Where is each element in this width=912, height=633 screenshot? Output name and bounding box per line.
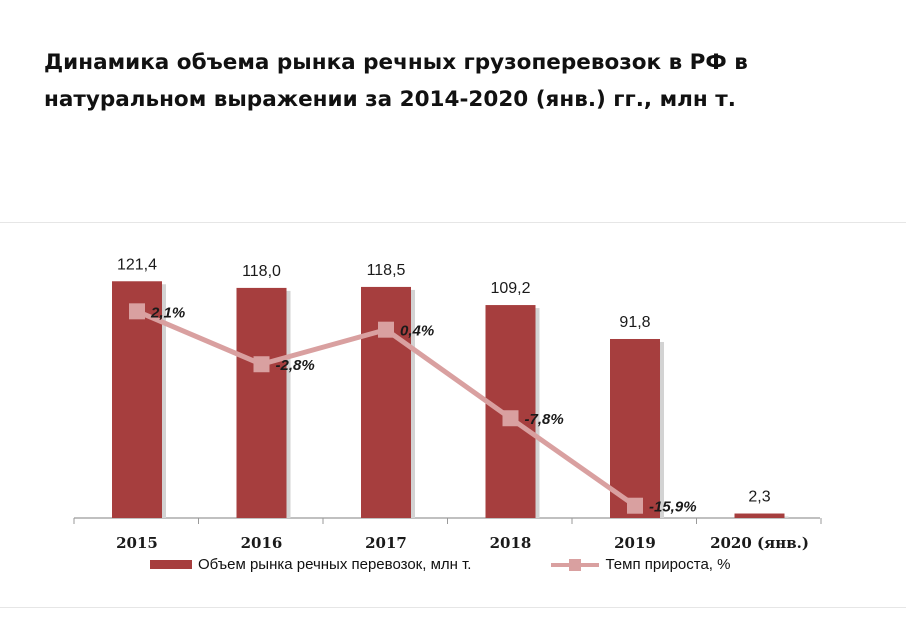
top-divider — [0, 222, 906, 223]
bar — [236, 287, 287, 518]
growth-point — [502, 410, 519, 427]
legend-label-volume: Объем рынка речных перевозок, млн т. — [198, 556, 472, 573]
bar — [734, 513, 785, 518]
category-label: 2018 — [490, 534, 532, 552]
growth-point — [253, 356, 270, 373]
category-label: 2019 — [614, 534, 656, 552]
growth-label: -15,9% — [649, 499, 697, 516]
bar-value-label: 2,3 — [748, 489, 770, 506]
growth-point — [627, 497, 643, 514]
legend: Объем рынка речных перевозок, млн т. Тем… — [150, 556, 730, 573]
growth-label: 2,1% — [150, 304, 185, 321]
bar-value-label: 91,8 — [619, 314, 650, 331]
category-label: 2015 — [116, 534, 158, 552]
legend-label-growth: Темп прироста, % — [605, 556, 731, 573]
bar-value-label: 118,5 — [367, 262, 406, 279]
category-label: 2017 — [365, 534, 407, 552]
legend-item-growth: Темп прироста, % — [471, 556, 730, 573]
growth-label: -2,8% — [276, 357, 315, 374]
bar-value-label: 121,4 — [117, 256, 157, 273]
chart-title: Динамика объема рынка речных грузоперево… — [44, 50, 748, 112]
bar-value-label: 109,2 — [490, 280, 530, 297]
growth-label: 0,4% — [400, 323, 434, 340]
growth-label: -7,8% — [525, 411, 564, 428]
legend-line-swatch — [551, 558, 600, 571]
category-label: 2016 — [241, 534, 283, 552]
legend-item-volume: Объем рынка речных перевозок, млн т. — [150, 556, 471, 573]
bar-value-label: 118,0 — [242, 263, 281, 280]
bottom-divider — [0, 607, 906, 608]
legend-bar-swatch — [150, 560, 192, 569]
category-label: 2020 (янв.) — [710, 534, 809, 552]
growth-point — [129, 303, 145, 320]
bar — [610, 338, 660, 518]
bar — [361, 286, 411, 518]
growth-point — [378, 321, 394, 338]
